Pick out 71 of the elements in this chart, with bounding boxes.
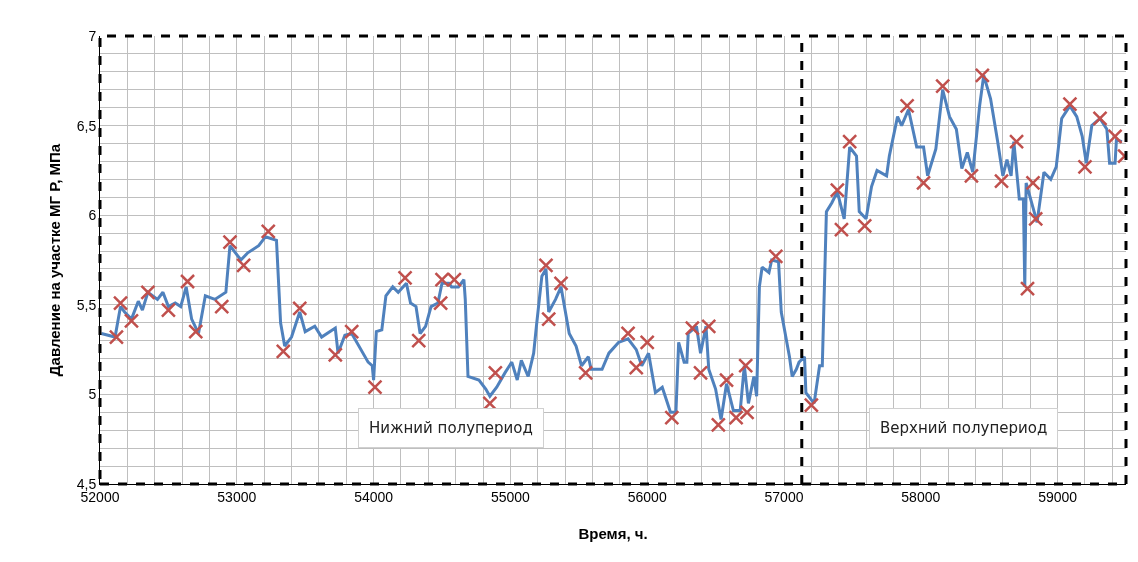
point [160, 302, 177, 318]
point [577, 365, 594, 381]
annotation: Нижний полупериод [369, 419, 533, 437]
x-tick-label: 58000 [901, 488, 941, 505]
point [397, 270, 413, 286]
point [538, 257, 554, 274]
point [112, 295, 129, 311]
y-tick-label: 6,5 [76, 117, 97, 134]
annotation: Верхний полупериод [880, 419, 1048, 437]
point [803, 397, 820, 413]
point [540, 311, 557, 327]
point [993, 173, 1010, 189]
y-tick-label: 6 [88, 207, 97, 224]
point [915, 175, 932, 191]
point [664, 409, 680, 426]
x-axis-title: Время, ч. [578, 525, 648, 542]
y-tick-label: 5,5 [76, 296, 97, 313]
point [718, 372, 735, 388]
y-tick-label: 5 [88, 386, 97, 403]
line-series [100, 73, 1124, 421]
point [639, 334, 655, 351]
point [222, 234, 238, 250]
point [963, 168, 980, 184]
point [343, 323, 360, 340]
x-tick-label: 54000 [354, 488, 394, 505]
point [899, 98, 915, 114]
y-tick-label: 7 [88, 27, 97, 44]
point [1027, 211, 1044, 227]
x-tick-label: 59000 [1038, 488, 1078, 505]
point [974, 67, 991, 84]
point [739, 404, 755, 421]
x-tick-label: 53000 [217, 488, 257, 505]
point [235, 257, 252, 274]
point [123, 313, 140, 329]
point [1062, 96, 1078, 112]
point [692, 365, 709, 381]
point [179, 273, 196, 290]
point [934, 78, 951, 94]
point [1077, 159, 1093, 175]
point [833, 221, 850, 238]
point [1092, 110, 1108, 127]
point [410, 332, 427, 349]
point [291, 300, 308, 317]
point [367, 379, 383, 395]
point [1008, 133, 1025, 150]
point [1025, 175, 1041, 191]
point [214, 298, 230, 315]
point [620, 325, 636, 342]
point [768, 248, 784, 265]
point [710, 417, 727, 433]
point [1107, 128, 1123, 145]
point [327, 347, 344, 363]
point [108, 329, 125, 345]
point [140, 284, 156, 301]
x-tick-label: 56000 [627, 488, 667, 505]
point [432, 295, 449, 311]
point [188, 323, 204, 340]
point [260, 223, 277, 240]
point [1019, 280, 1036, 297]
point [728, 409, 744, 426]
point [856, 218, 873, 234]
y-axis-title: Давление на участке МГ Р, МПа [46, 143, 63, 377]
point [829, 182, 846, 198]
x-tick-label: 57000 [764, 488, 804, 505]
x-tick-label: 55000 [490, 488, 531, 505]
point [841, 133, 858, 150]
point [737, 357, 754, 374]
point [553, 275, 569, 292]
point [628, 359, 645, 376]
point [487, 365, 504, 381]
point [275, 343, 292, 360]
